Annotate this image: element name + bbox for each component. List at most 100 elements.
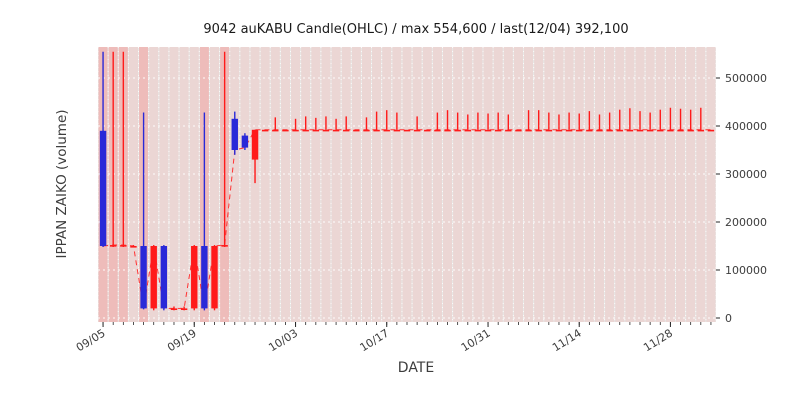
candle-body	[657, 129, 664, 132]
candle-body	[667, 129, 674, 132]
candle-body	[707, 129, 715, 132]
price-band	[544, 47, 554, 322]
candle-body	[393, 129, 401, 132]
x-tick-label: 10/17	[358, 327, 392, 355]
price-band	[442, 47, 453, 322]
candle-body	[231, 118, 238, 150]
y-tick-label: 300000	[725, 168, 767, 181]
candle-body	[282, 129, 289, 132]
y-tick-label: 0	[725, 312, 732, 325]
candle-body	[251, 129, 259, 160]
candle-body	[586, 129, 593, 132]
price-band	[149, 47, 159, 322]
candle-body	[434, 129, 441, 132]
price-band	[635, 47, 645, 322]
candle-body	[130, 246, 137, 248]
candle-body	[565, 129, 573, 132]
candle-body	[150, 246, 157, 309]
price-band	[493, 47, 503, 322]
candle-body	[99, 130, 107, 246]
plot-background	[98, 47, 716, 322]
price-band	[301, 47, 311, 322]
price-band	[696, 47, 706, 322]
candle-body	[180, 308, 188, 310]
candle-body	[383, 129, 390, 132]
price-band	[574, 47, 584, 322]
candle-body	[211, 246, 218, 309]
candle-body	[292, 129, 299, 132]
price-band	[473, 47, 483, 322]
candle-body	[576, 129, 583, 132]
candle-body	[606, 129, 613, 132]
candle-body	[454, 129, 461, 132]
price-band	[128, 47, 139, 322]
candle-body	[373, 129, 380, 132]
price-band	[351, 47, 361, 322]
candle-body	[515, 129, 522, 132]
candle-body	[464, 129, 471, 132]
y-tick-label: 400000	[725, 120, 767, 133]
price-band	[169, 47, 179, 322]
price-band	[453, 47, 463, 322]
price-band	[706, 47, 716, 322]
candle-body	[120, 245, 127, 247]
x-tick-label: 10/03	[266, 327, 300, 355]
x-axis-label: DATE	[397, 360, 435, 376]
price-band	[432, 47, 442, 322]
price-band	[382, 47, 392, 322]
candle-body	[484, 129, 492, 132]
candle-body	[140, 246, 147, 309]
price-band	[341, 47, 351, 322]
price-band	[554, 47, 564, 322]
candle-body	[332, 129, 340, 132]
price-band	[594, 47, 605, 322]
candle-body	[626, 129, 634, 132]
price-band	[422, 47, 432, 322]
price-band	[665, 47, 675, 322]
y-tick-label: 200000	[725, 216, 767, 229]
price-band	[179, 47, 189, 322]
y-tick-label: 500000	[725, 72, 767, 85]
price-band	[280, 47, 290, 322]
price-band	[534, 47, 544, 322]
price-band	[645, 47, 655, 322]
x-tick-label: 09/19	[165, 327, 199, 355]
price-band	[209, 47, 220, 322]
candle-body	[343, 129, 350, 132]
candle-body	[616, 129, 623, 132]
price-band	[311, 47, 321, 322]
y-axis-label: IPPAN ZAIKO (volume)	[54, 109, 70, 259]
candle-body	[221, 245, 228, 247]
candle-body	[261, 129, 269, 132]
price-band	[503, 47, 513, 322]
candle-body	[413, 129, 421, 132]
candle-body	[109, 245, 117, 247]
price-band	[564, 47, 574, 322]
price-band	[270, 47, 280, 322]
price-band	[372, 47, 382, 322]
price-band	[513, 47, 524, 322]
candle-body	[444, 129, 451, 132]
price-band	[290, 47, 301, 322]
chart-title: 9042 auKABU Candle(OHLC) / max 554,600 /…	[203, 22, 629, 37]
price-band	[250, 47, 260, 322]
candle-body	[403, 129, 411, 132]
price-band	[615, 47, 625, 322]
price-band	[230, 47, 240, 322]
candle-body	[272, 129, 279, 132]
price-band	[686, 47, 696, 322]
candle-body	[424, 129, 431, 132]
price-band	[655, 47, 665, 322]
candle-body	[525, 129, 532, 132]
price-band	[412, 47, 422, 322]
x-tick-label: 11/14	[550, 327, 584, 355]
x-tick-label: 11/28	[641, 327, 675, 355]
x-tick-label: 09/05	[74, 327, 108, 355]
x-tick-label: 10/31	[459, 327, 493, 355]
candle-body	[555, 129, 563, 132]
candle-body	[201, 246, 208, 309]
price-band	[675, 47, 686, 322]
candle-body	[302, 129, 309, 132]
candle-body	[160, 246, 168, 309]
